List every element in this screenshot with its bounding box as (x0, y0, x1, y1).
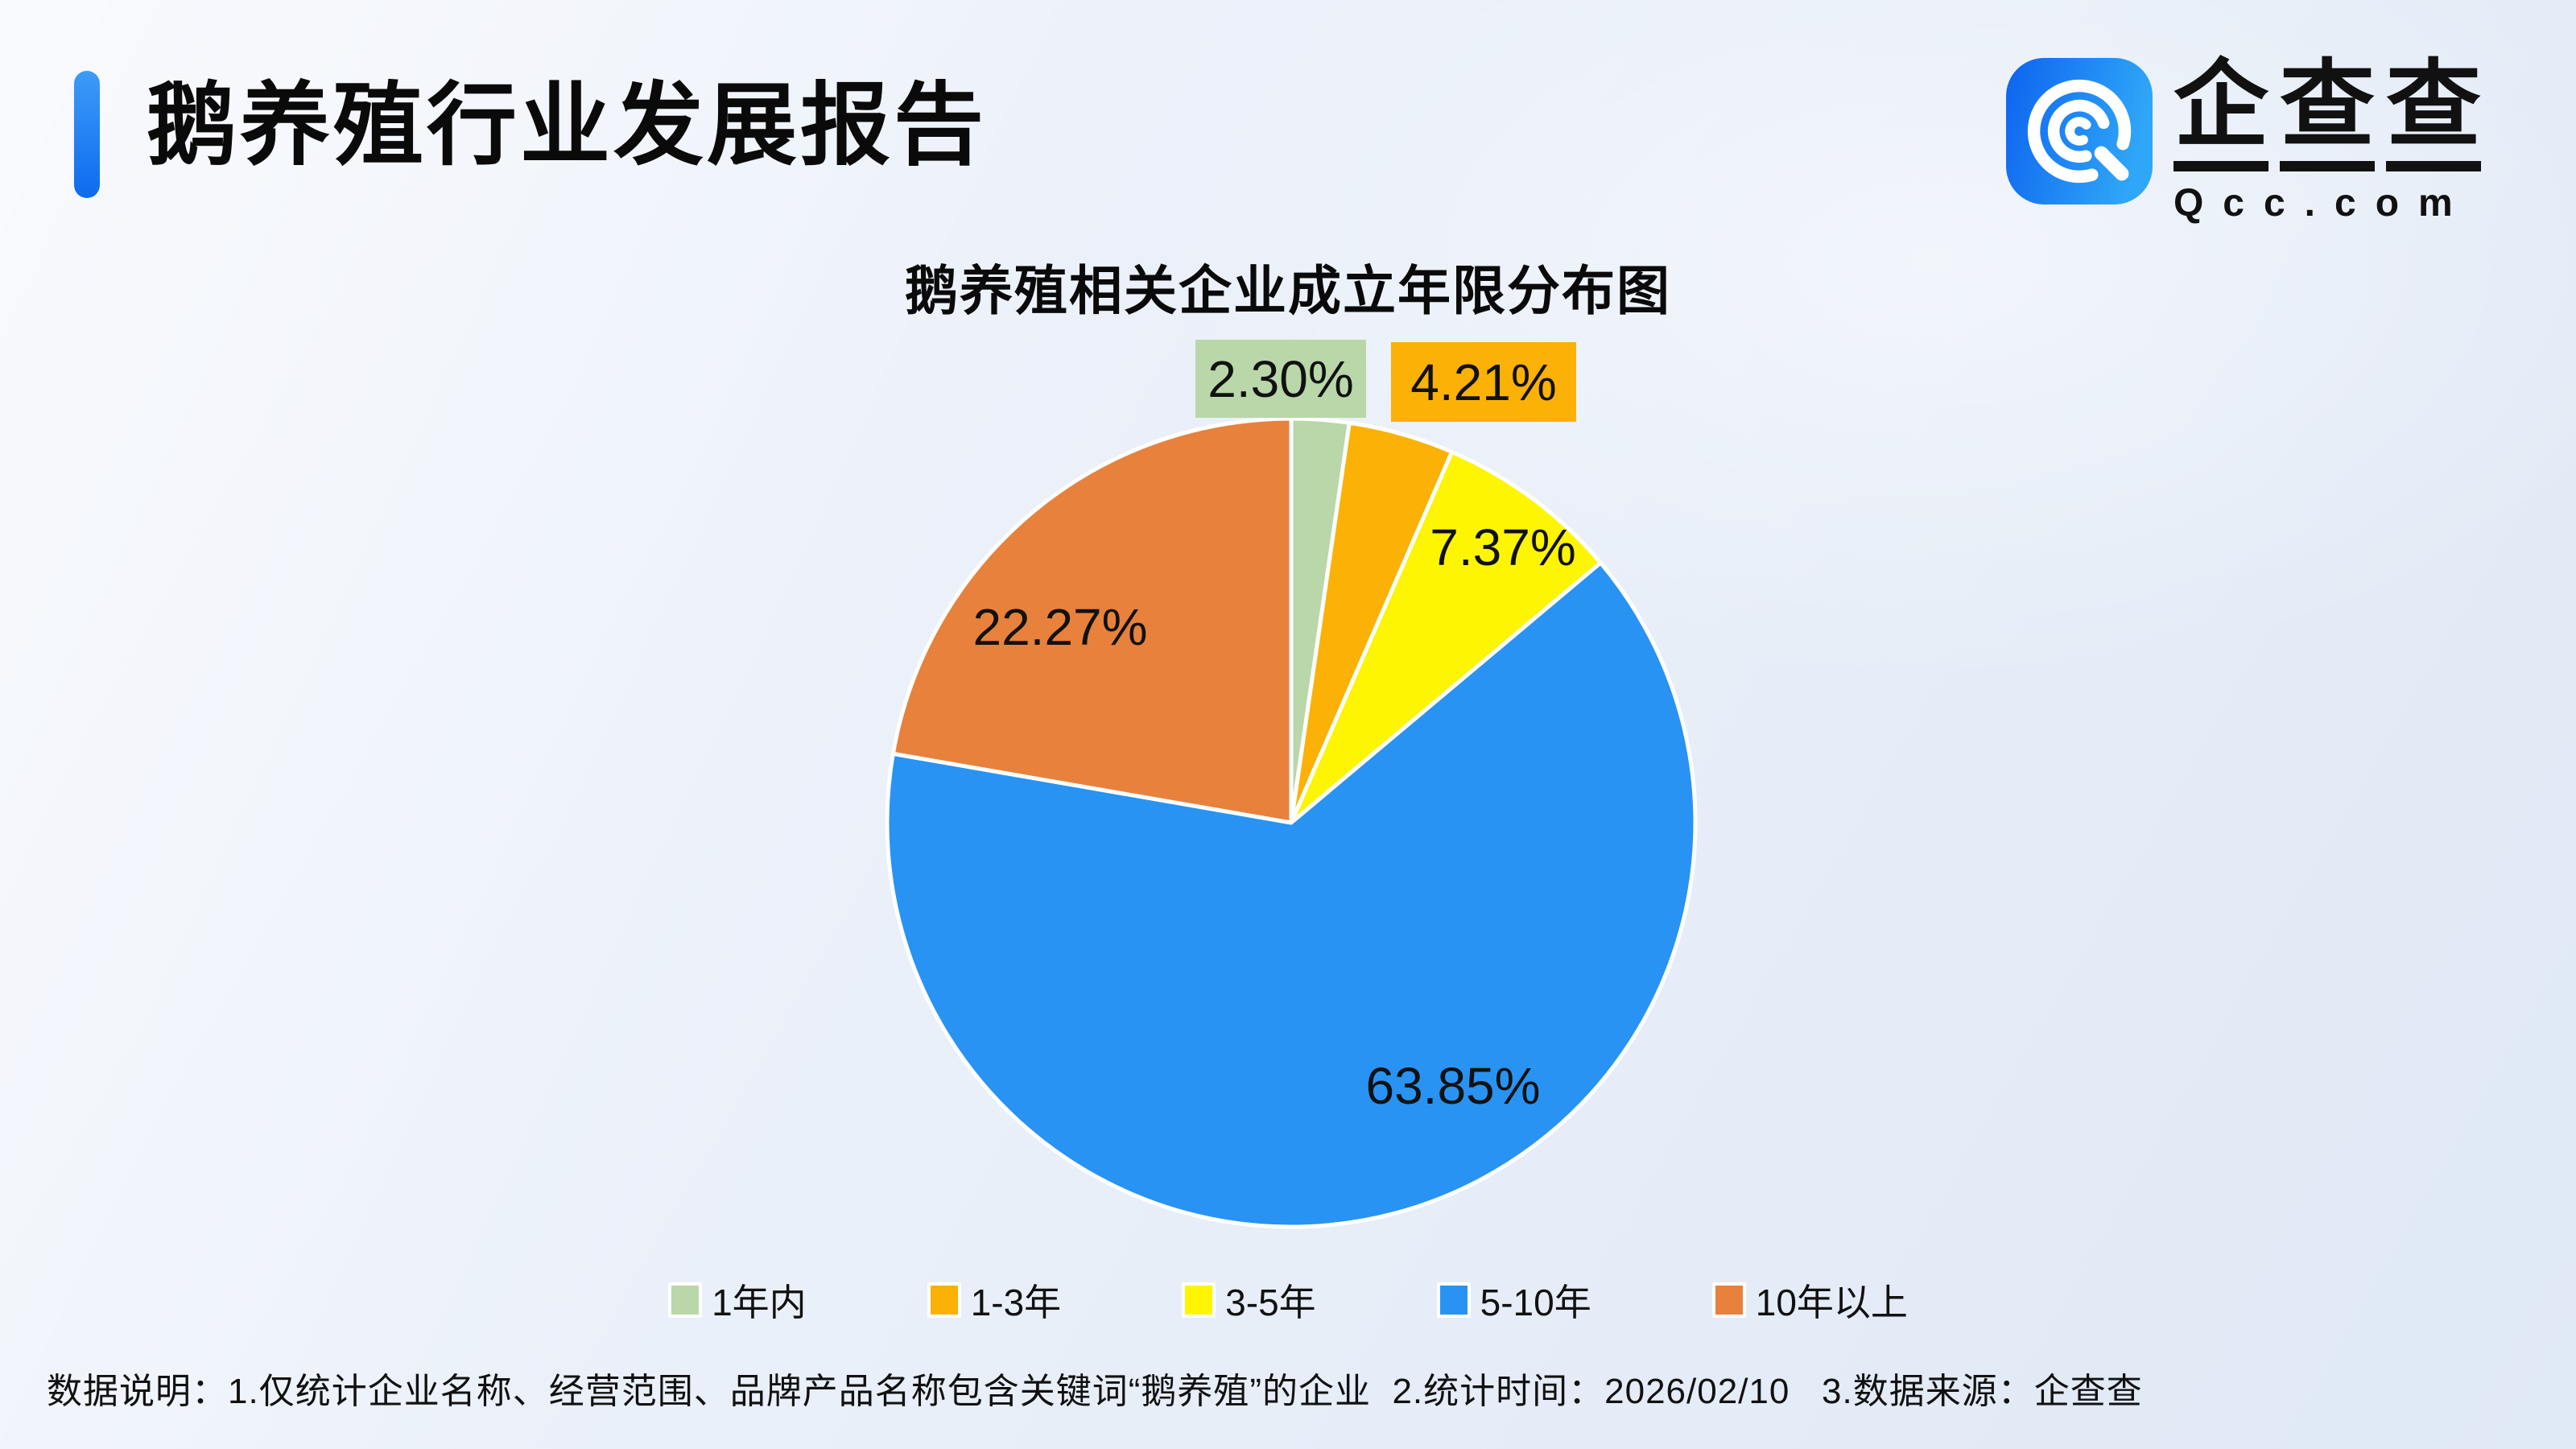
qcc-logo-domain: Qcc.com (2173, 182, 2472, 225)
legend-item-5-10年: 5-10年 (1436, 1274, 1591, 1327)
legend-item-1年内: 1年内 (668, 1274, 807, 1327)
legend-item-10年以上: 10年以上 (1711, 1274, 1908, 1327)
chart-title: 鹅养殖相关企业成立年限分布图 (905, 261, 1671, 320)
legend-label-1年内: 1年内 (712, 1282, 807, 1323)
qcc-logo-char: 查 (2385, 58, 2481, 171)
pie-label-box-1年内: 2.30% (1195, 340, 1366, 418)
chart-legend: 1年内 1-3年 3-5年 5-10年 10年以上 (0, 1274, 2576, 1327)
qcc-logo-text: 企查查 Qcc.com (2173, 58, 2481, 225)
qcc-logo-char: 企 (2173, 58, 2268, 171)
legend-swatch-3-5年 (1182, 1282, 1216, 1318)
pie-label-3-5年: 7.37% (1430, 518, 1576, 576)
qcc-logo-char: 查 (2279, 58, 2375, 171)
title-accent-bar (74, 71, 100, 198)
legend-label-3-5年: 3-5年 (1225, 1282, 1316, 1323)
qcc-logo-icon (2005, 58, 2153, 204)
legend-swatch-1-3年 (927, 1282, 961, 1318)
legend-label-1-3年: 1-3年 (970, 1282, 1062, 1323)
pie-slice-5-10年 (885, 560, 1698, 1229)
footer-note: 数据说明：1.仅统计企业名称、经营范围、品牌产品名称包含关键词“鹅养殖”的企业 … (47, 1372, 2143, 1411)
report-header: 鹅养殖行业发展报告 企查查 Qcc.com (0, 0, 2576, 242)
legend-swatch-1年内 (668, 1282, 703, 1318)
pie-label-10年以上: 22.27% (972, 598, 1148, 656)
pie-slice-10年以上 (890, 416, 1294, 825)
qcc-logo-name: 企查查 (2173, 58, 2481, 171)
pie-chart (885, 416, 1698, 1229)
legend-swatch-5-10年 (1436, 1282, 1471, 1318)
legend-label-5-10年: 5-10年 (1480, 1282, 1591, 1323)
legend-item-1-3年: 1-3年 (927, 1274, 1061, 1327)
pie-label-box-1-3年: 4.21% (1391, 342, 1576, 422)
legend-swatch-10年以上 (1711, 1282, 1746, 1318)
legend-label-10年以上: 10年以上 (1755, 1282, 1908, 1323)
page-title: 鹅养殖行业发展报告 (147, 75, 987, 175)
pie-label-5-10年: 63.85% (1365, 1057, 1541, 1115)
legend-item-3-5年: 3-5年 (1182, 1274, 1316, 1327)
qcc-logo: 企查查 Qcc.com (2005, 58, 2481, 225)
pie-slice-3-5年 (1289, 449, 1603, 825)
